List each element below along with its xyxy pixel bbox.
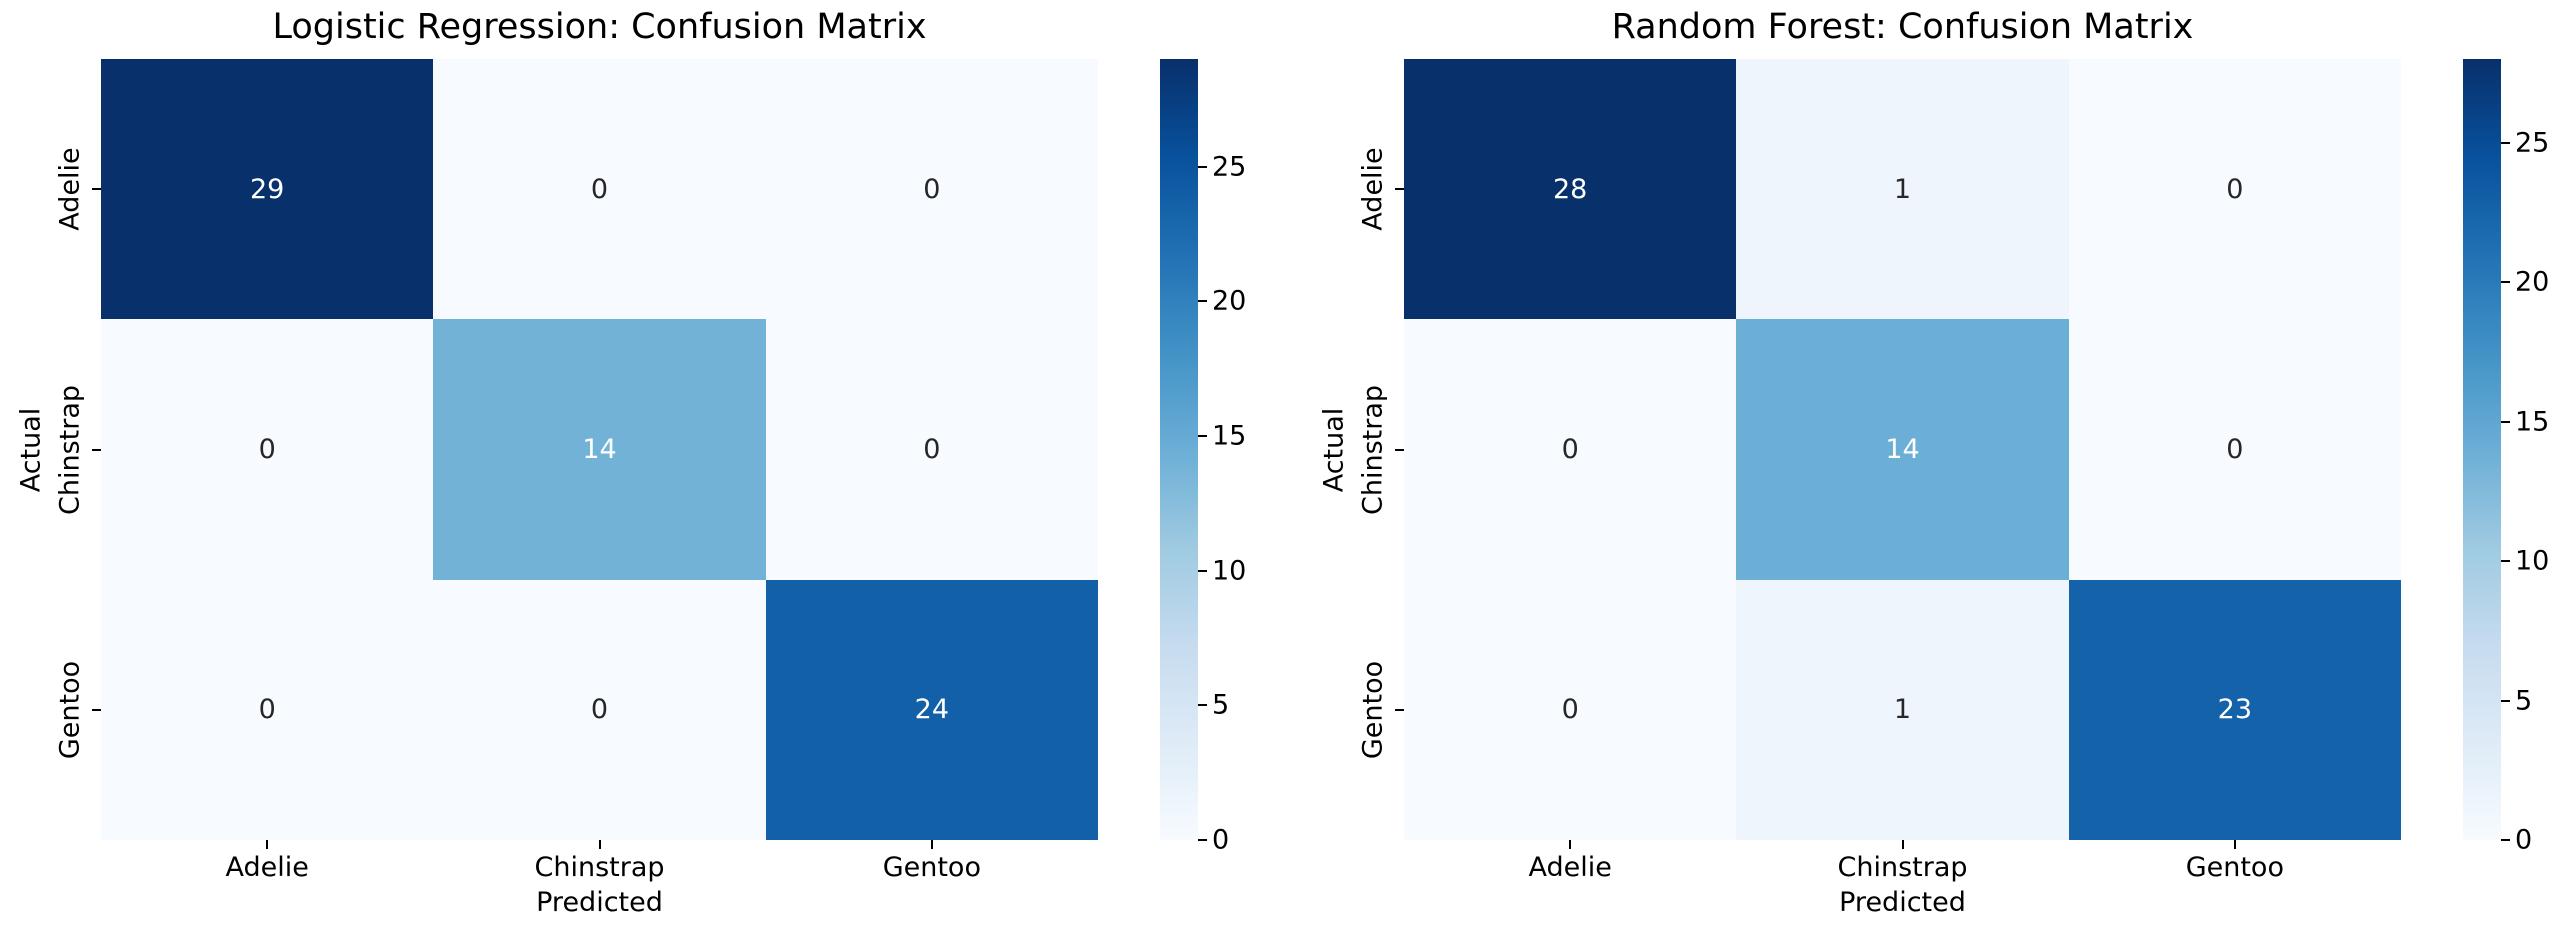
heatmap-cell: 14 bbox=[1736, 319, 2069, 580]
colorbar-tick-label: 0 bbox=[2515, 824, 2533, 856]
y-tick-label: Chinstrap bbox=[54, 384, 86, 515]
heatmap-cell: 23 bbox=[2068, 579, 2401, 840]
cell-value: 0 bbox=[258, 433, 276, 465]
heatmap-cell: 0 bbox=[433, 59, 766, 320]
colorbar: 0 5 10 15 20 25 bbox=[1160, 59, 1246, 854]
cell-value: 0 bbox=[2226, 173, 2244, 205]
cell-value: 0 bbox=[1561, 433, 1579, 465]
colorbar-tick-mark bbox=[2501, 141, 2510, 144]
cell-value: 0 bbox=[590, 694, 609, 726]
cell-value: 0 bbox=[258, 694, 276, 726]
heatmap-grid: 28 1 0 0 14 0 0 1 23 bbox=[1404, 59, 2401, 840]
y-axis-label: Actual bbox=[1318, 407, 1350, 492]
cell-value: 1 bbox=[1893, 694, 1912, 726]
colorbar-tick-label: 25 bbox=[2515, 127, 2550, 159]
heatmap-cell: 0 bbox=[101, 319, 434, 580]
heatmap-cell: 1 bbox=[1736, 59, 2069, 320]
cell-value: 23 bbox=[2217, 694, 2252, 726]
colorbar-tick-label: 0 bbox=[1212, 824, 1230, 856]
y-axis-label: Actual bbox=[15, 407, 47, 492]
cell-value: 24 bbox=[914, 694, 949, 726]
colorbar-gradient bbox=[2463, 59, 2501, 840]
heatmap-cell: 0 bbox=[765, 59, 1098, 320]
heatmap-cell: 0 bbox=[101, 579, 434, 840]
heatmap-cell: 29 bbox=[101, 59, 434, 320]
cell-value: 28 bbox=[1552, 173, 1588, 205]
colorbar-tick-label: 15 bbox=[2515, 406, 2550, 438]
heatmap-axes: 29 0 0 0 14 0 0 0 24 Adelie Chinstrap Ge… bbox=[16, 59, 1098, 918]
colorbar-tick-label: 20 bbox=[2515, 266, 2550, 298]
heatmap-cell: 24 bbox=[765, 579, 1098, 840]
chart-title: Random Forest: Confusion Matrix bbox=[1611, 7, 2194, 47]
heatmap-cell: 28 bbox=[1404, 59, 1737, 320]
cell-value: 14 bbox=[582, 433, 617, 465]
colorbar-tick-mark bbox=[1198, 569, 1207, 572]
colorbar: 0 5 10 15 20 25 bbox=[2463, 59, 2549, 854]
cell-value: 0 bbox=[590, 173, 609, 205]
heatmap-cell: 0 bbox=[2068, 319, 2401, 580]
y-tick-mark bbox=[1395, 448, 1404, 451]
x-tick-mark bbox=[266, 840, 269, 849]
y-tick-label: Adelie bbox=[1357, 147, 1389, 231]
y-tick-label: Gentoo bbox=[54, 660, 86, 759]
y-tick-mark bbox=[92, 448, 101, 451]
x-tick-label: Gentoo bbox=[882, 852, 981, 883]
y-tick-label: Chinstrap bbox=[1357, 384, 1389, 515]
colorbar-gradient bbox=[1160, 59, 1198, 840]
colorbar-tick-label: 10 bbox=[2515, 545, 2550, 577]
chart-title: Logistic Regression: Confusion Matrix bbox=[272, 7, 927, 47]
colorbar-tick-label: 15 bbox=[1212, 420, 1247, 452]
colorbar-tick-label: 25 bbox=[1212, 151, 1247, 183]
x-tick-label: Chinstrap bbox=[534, 852, 665, 883]
x-tick-label: Adelie bbox=[1528, 852, 1612, 883]
x-tick-label: Adelie bbox=[225, 852, 309, 883]
x-tick-label: Chinstrap bbox=[1837, 852, 1968, 883]
colorbar-tick-mark bbox=[1198, 839, 1207, 841]
heatmap-axes: 28 1 0 0 14 0 0 1 23 Adelie Chinstrap Ge… bbox=[1319, 59, 2401, 918]
x-tick-mark bbox=[1901, 840, 1904, 849]
y-tick-label: Gentoo bbox=[1357, 660, 1389, 759]
heatmap-cell: 0 bbox=[1404, 579, 1737, 840]
colorbar-tick-label: 5 bbox=[1212, 689, 1230, 721]
cell-value: 29 bbox=[249, 173, 285, 205]
y-tick-label: Adelie bbox=[54, 147, 86, 231]
heatmap-cell: 0 bbox=[433, 579, 766, 840]
colorbar-tick-mark bbox=[1198, 435, 1207, 438]
colorbar-tick-mark bbox=[1198, 300, 1207, 303]
colorbar-tick-mark bbox=[2501, 420, 2510, 423]
colorbar-tick-mark bbox=[2501, 560, 2510, 563]
cell-value: 0 bbox=[923, 173, 941, 205]
x-tick-mark bbox=[2233, 840, 2236, 849]
cell-value: 14 bbox=[1885, 433, 1920, 465]
colorbar-tick-label: 20 bbox=[1212, 285, 1247, 317]
colorbar-tick-mark bbox=[2501, 699, 2510, 702]
colorbar-tick-mark bbox=[1198, 165, 1207, 168]
heatmap-cell: 1 bbox=[1736, 579, 2069, 840]
x-tick-mark bbox=[1569, 840, 1572, 849]
y-tick-mark bbox=[1395, 708, 1404, 711]
x-tick-label: Gentoo bbox=[2185, 852, 2284, 883]
heatmap-cell: 14 bbox=[433, 319, 766, 580]
colorbar-tick-label: 10 bbox=[1212, 555, 1247, 587]
colorbar-tick-mark bbox=[1198, 704, 1207, 707]
cell-value: 1 bbox=[1893, 173, 1912, 205]
cell-value: 0 bbox=[2226, 433, 2244, 465]
x-tick-mark bbox=[930, 840, 933, 849]
x-tick-mark bbox=[598, 840, 601, 849]
y-tick-mark bbox=[92, 708, 101, 711]
heatmap-grid: 29 0 0 0 14 0 0 0 24 bbox=[101, 59, 1098, 840]
x-axis-label: Predicted bbox=[1839, 887, 1966, 918]
cell-value: 0 bbox=[923, 433, 941, 465]
colorbar-tick-mark bbox=[2501, 281, 2510, 284]
x-axis-label: Predicted bbox=[536, 887, 663, 918]
cell-value: 0 bbox=[1561, 694, 1579, 726]
heatmap-cell: 0 bbox=[1404, 319, 1737, 580]
y-tick-mark bbox=[92, 188, 101, 191]
heatmap-cell: 0 bbox=[2068, 59, 2401, 320]
colorbar-tick-mark bbox=[2501, 839, 2510, 841]
heatmap-cell: 0 bbox=[765, 319, 1098, 580]
y-tick-mark bbox=[1395, 188, 1404, 191]
colorbar-tick-label: 5 bbox=[2515, 685, 2533, 717]
